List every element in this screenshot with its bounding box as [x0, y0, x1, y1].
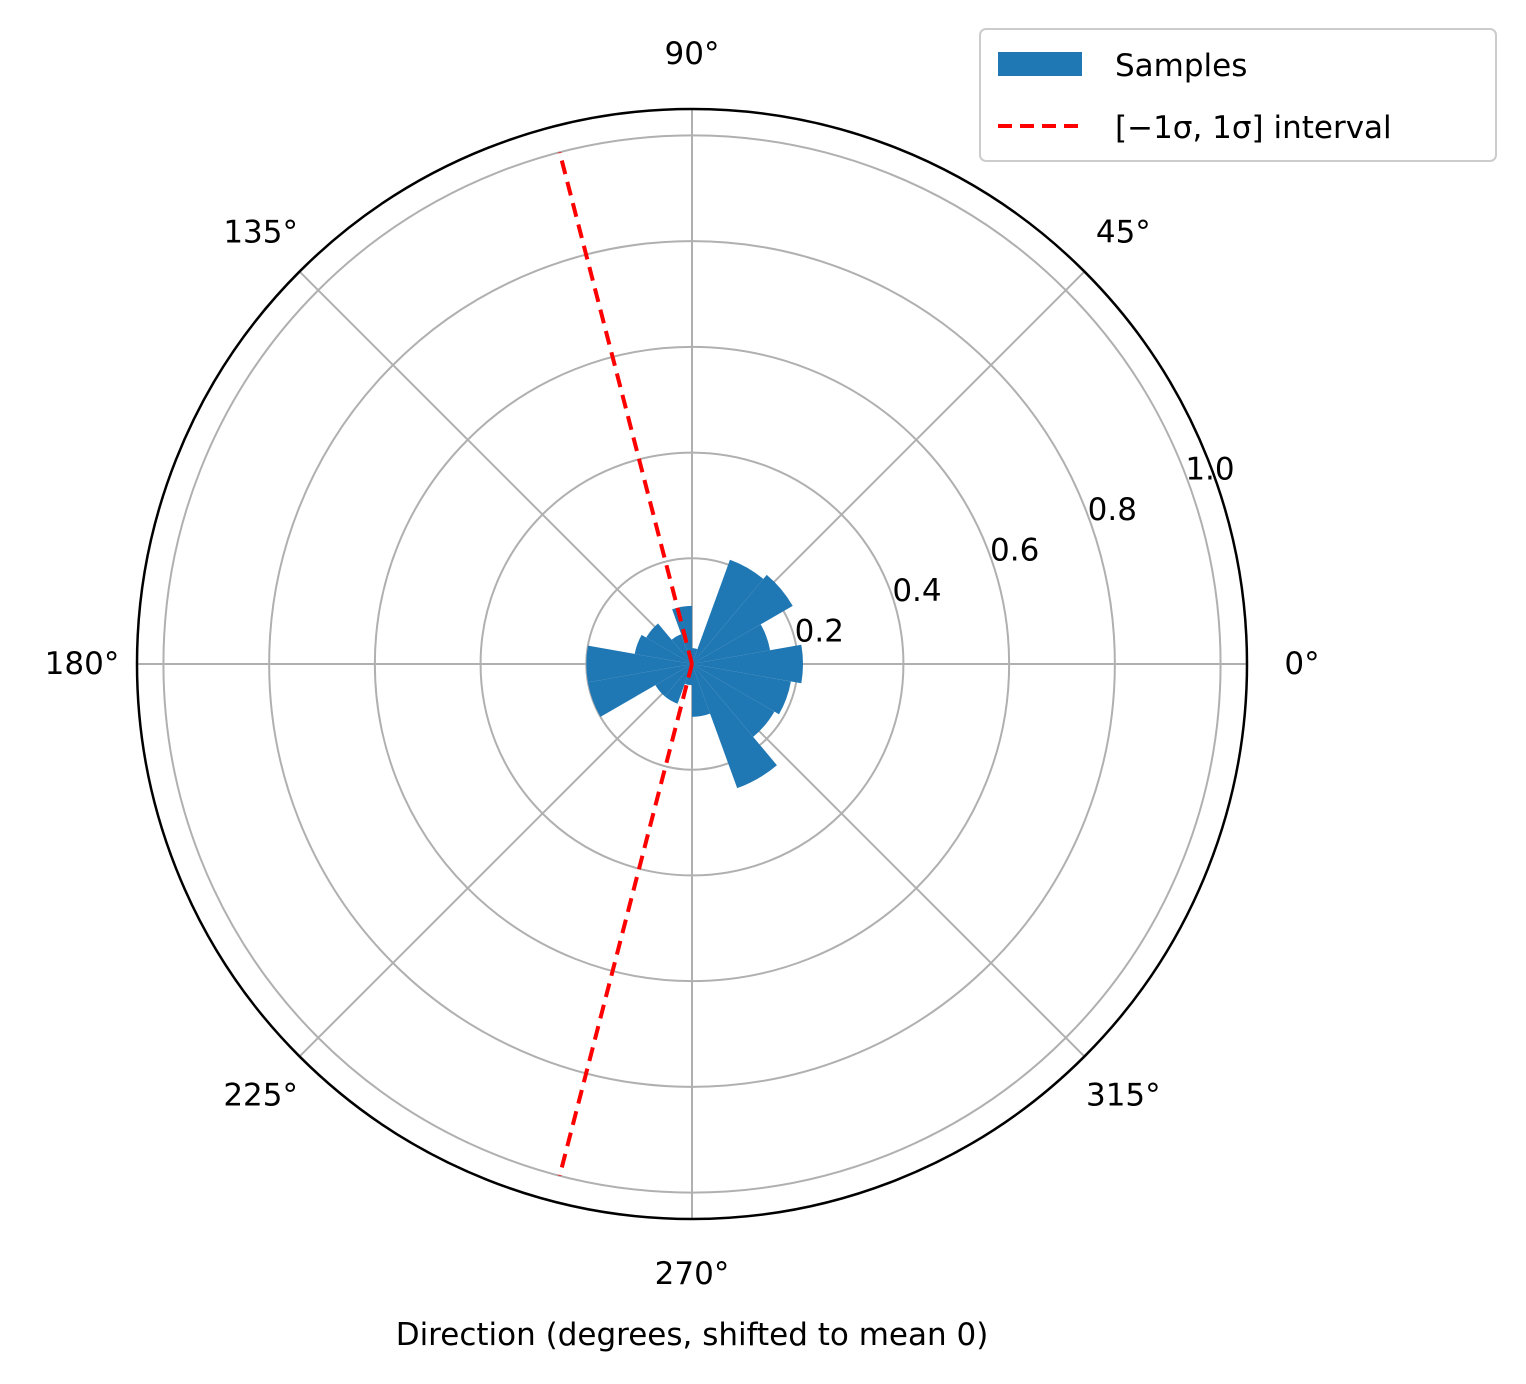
histogram-bar-2	[692, 574, 793, 664]
angle-tick-labels: 0° 45° 90° 135° 180° 225° 270° 315°	[45, 36, 1320, 1292]
x-axis-label: Direction (degrees, shifted to mean 0)	[396, 1317, 989, 1353]
histogram-bar-9	[586, 645, 692, 683]
histogram-bar-12	[664, 664, 692, 704]
histogram-bar-1	[692, 624, 771, 664]
histogram-bar-17	[692, 664, 791, 715]
angle-tick-label-45: 45°	[1096, 215, 1151, 251]
legend-frame	[979, 28, 1497, 162]
histogram-bar-6	[671, 634, 692, 664]
polar-outer-spine	[135, 107, 1249, 1221]
angular-gridline-135	[298, 270, 693, 665]
histogram-bar-7	[646, 623, 692, 664]
histogram-bar-15	[692, 664, 777, 789]
histogram-bar-3	[692, 559, 764, 664]
histogram-bar-16	[692, 664, 775, 737]
angle-tick-label-90: 90°	[665, 36, 720, 72]
legend-samples-swatch	[998, 52, 1082, 76]
interval-lines	[557, 151, 694, 1177]
interval-line-1	[557, 663, 694, 1177]
legend-samples-label: Samples	[1115, 48, 1247, 84]
angle-tick-label-0: 0°	[1284, 646, 1319, 682]
legend: Samples [−1σ, 1σ] interval	[979, 28, 1497, 162]
histogram-bar-11	[655, 664, 692, 697]
angular-gridline-225	[298, 663, 693, 1058]
legend-interval-label: [−1σ, 1σ] interval	[1115, 110, 1392, 146]
radial-tick-label-1.0: 1.0	[1185, 452, 1234, 488]
histogram-bar-4	[692, 648, 698, 664]
histogram-bar-8	[634, 634, 692, 664]
histogram-bar-10	[587, 664, 692, 717]
radial-tick-label-0.6: 0.6	[990, 533, 1039, 569]
radial-tick-label-0.2: 0.2	[795, 614, 844, 650]
angle-tick-label-225: 225°	[223, 1077, 298, 1113]
interval-line-0	[557, 151, 694, 665]
histogram-bar-0	[692, 644, 804, 684]
radial-tick-label-0.4: 0.4	[892, 573, 941, 609]
histogram-bar-14	[692, 664, 711, 717]
angle-tick-label-180: 180°	[45, 646, 120, 682]
histogram-bars	[586, 559, 804, 789]
angle-tick-label-315: 315°	[1086, 1077, 1161, 1113]
angle-tick-label-135: 135°	[223, 215, 298, 251]
angle-tick-label-270: 270°	[655, 1256, 730, 1292]
radial-tick-label-0.8: 0.8	[1088, 492, 1137, 528]
histogram-bar-5	[672, 605, 692, 664]
radial-tick-labels: 0.2 0.4 0.6 0.8 1.0	[795, 452, 1235, 650]
